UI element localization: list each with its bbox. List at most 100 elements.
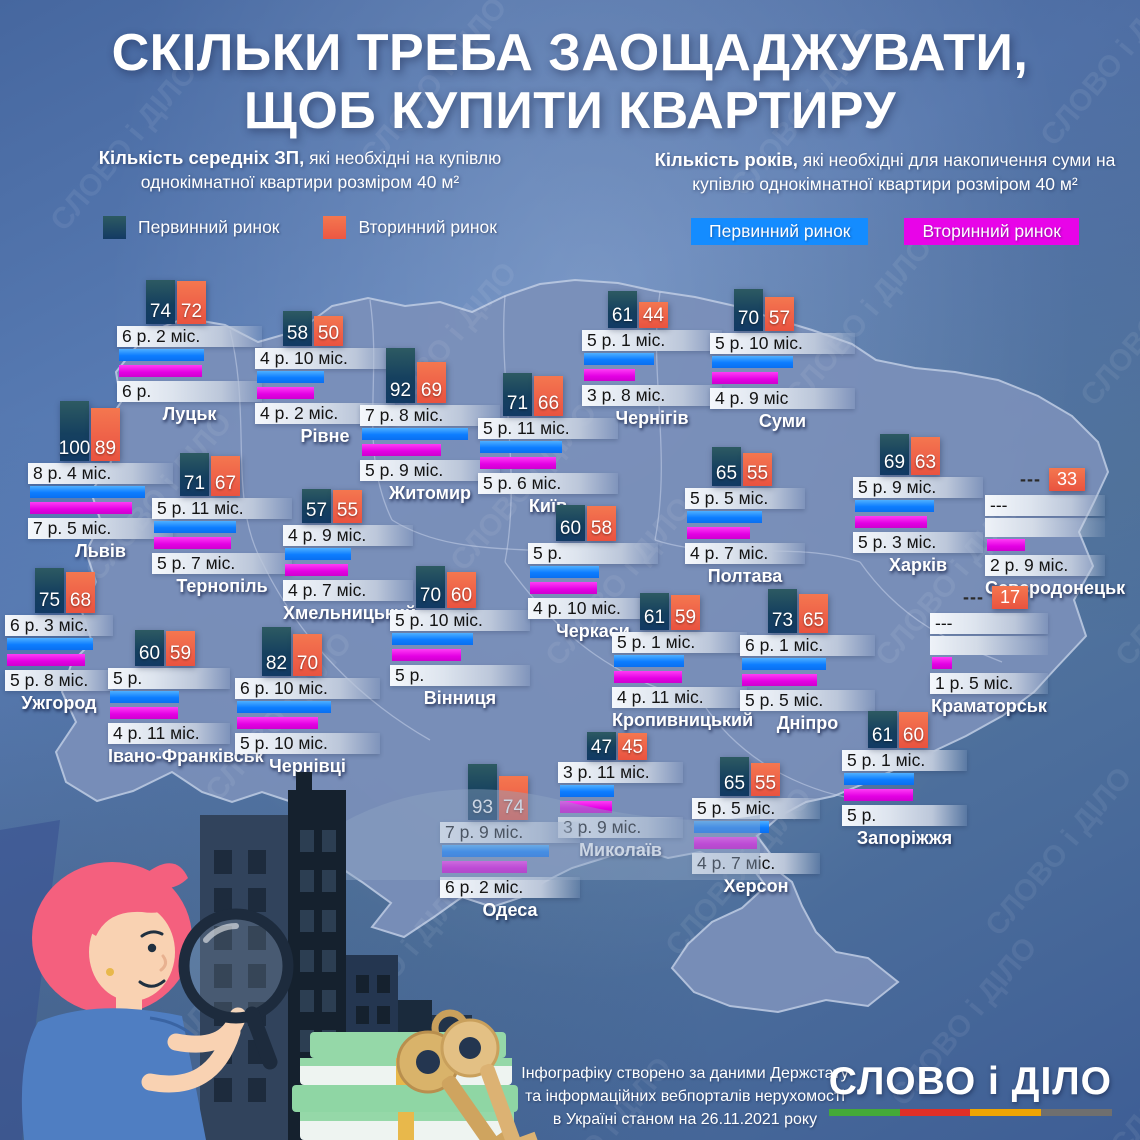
years-bar-primary — [694, 821, 769, 833]
salary-bar-primary: 93 — [468, 764, 497, 820]
years-primary-label: 5 р. 5 міс. — [692, 798, 820, 819]
city-block: 73 65 6 р. 1 міс. 5 р. 5 міс. Дніпро — [740, 589, 875, 734]
logo-text: СЛОВО і ДІЛО — [828, 1060, 1112, 1103]
salary-bar-secondary: 58 — [587, 506, 616, 541]
years-secondary-label: 4 р. 11 міс. — [612, 687, 747, 708]
salary-bar-secondary: 59 — [671, 595, 700, 630]
city-block: 61 59 5 р. 1 міс. 4 р. 11 міс. Кропивницьк… — [612, 593, 753, 731]
city-name: Херсон — [723, 876, 789, 896]
years-bar-primary — [362, 428, 468, 440]
no-data-dashes: --- — [963, 587, 984, 607]
salary-bar-secondary: 70 — [293, 634, 322, 676]
salary-bar-primary: 61 — [868, 711, 897, 748]
salary-bars: 65 55 — [720, 757, 780, 796]
years-primary-label: 6 р. 3 міс. — [5, 615, 113, 636]
city-block: --- 33 --- 2 р. 9 міс. Сєвєродонецьк — [985, 468, 1125, 599]
years-bar-secondary — [257, 387, 314, 399]
years-secondary-label: 7 р. 5 міс. — [28, 518, 173, 539]
years-bar-primary — [442, 845, 549, 857]
years-bar-secondary — [442, 861, 527, 873]
salary-bar-secondary: 63 — [911, 437, 940, 475]
years-bar-primary — [855, 500, 934, 512]
salary-bars: 71 66 — [503, 373, 563, 416]
subtitle-years: Кількість років, які необхідні для накоп… — [654, 149, 1116, 194]
city-block: 58 50 4 р. 10 міс. 4 р. 2 міс. Рівне — [255, 311, 395, 447]
legend-salaries-primary: Первинний ринок — [103, 216, 279, 239]
years-primary-label: 5 р. 1 міс. — [842, 750, 967, 771]
years-secondary-label: 6 р. — [117, 381, 262, 402]
salary-bars: 65 55 — [712, 447, 772, 486]
city-name: Краматорськ — [931, 696, 1047, 716]
page-title: СКІЛЬКИ ТРЕБА ЗАОЩАДЖУВАТИ, ЩОБ КУПИТИ К… — [111, 24, 1029, 141]
salary-bars: 61 44 — [608, 291, 668, 328]
city-block: 47 45 3 р. 11 міс. 3 р. 9 міс. Миколаїв — [558, 732, 683, 861]
salary-bar-secondary: 59 — [166, 631, 195, 666]
legend-label: Первинний ринок — [138, 217, 280, 237]
years-secondary-label: 3 р. 8 міс. — [582, 385, 722, 406]
city-name: Дніпро — [776, 713, 839, 733]
subtitle-salaries: Кількість середніх ЗП, які необхідні на … — [98, 147, 502, 192]
years-primary-label: 5 р. 11 міс. — [152, 498, 292, 519]
years-primary-label: 5 р. 10 міс. — [390, 610, 530, 631]
source-note: Інфографіку створено за даними Держстату… — [521, 1065, 849, 1129]
years-bar-primary — [237, 701, 331, 713]
years-bar-secondary — [237, 717, 318, 729]
city-block: 92 69 7 р. 8 міс. 5 р. 9 міс. Житомир — [360, 348, 500, 504]
years-bar-primary — [7, 638, 93, 650]
salary-bar-primary: 60 — [556, 505, 585, 541]
years-bar-primary — [687, 511, 762, 523]
salary-bar-secondary: 55 — [743, 453, 772, 486]
city-name: Івано-Франківськ — [108, 746, 264, 766]
years-secondary-label: 4 р. 7 міс. — [692, 853, 820, 874]
years-bar-secondary — [687, 527, 750, 539]
salary-bars: 82 70 — [262, 627, 322, 676]
years-secondary-label: 2 р. 9 міс. — [985, 555, 1105, 576]
years-bar-primary — [285, 548, 351, 560]
years-secondary-label: 4 р. 10 міс. — [528, 598, 658, 619]
no-data-dashes: --- — [1020, 469, 1041, 489]
years-bar-primary — [584, 353, 654, 365]
city-block: 82 70 6 р. 10 міс. 5 р. 10 міс. Чернівці — [235, 627, 380, 777]
years-bar-primary — [30, 486, 145, 498]
city-block: 74 72 6 р. 2 міс. 6 р. Луцьк — [117, 280, 262, 425]
secondary-market-swatch — [323, 216, 347, 239]
years-bar-secondary — [30, 502, 132, 514]
salary-bars: 70 57 — [734, 289, 794, 331]
salary-bars: 58 50 — [283, 311, 343, 346]
years-primary-label: 5 р. — [528, 543, 658, 564]
salary-bar-secondary: 57 — [765, 297, 794, 331]
years-bar-secondary — [987, 539, 1025, 551]
salary-bar-primary: 75 — [35, 568, 64, 613]
years-primary-label: 7 р. 9 міс. — [440, 822, 580, 843]
years-secondary-label: 6 р. 2 міс. — [440, 877, 580, 898]
years-bar-secondary — [362, 444, 441, 456]
salary-bar-primary: 92 — [386, 348, 415, 403]
years-bar-primary — [257, 371, 324, 383]
salary-bar-primary: 71 — [503, 373, 532, 416]
legend-salaries-secondary: Вторинний ринок — [323, 216, 497, 239]
city-name: Львів — [75, 541, 126, 561]
salary-bar-secondary: 65 — [799, 594, 828, 633]
years-bar-primary — [110, 691, 179, 703]
crimea-outline — [670, 867, 900, 1014]
years-bar-primary-empty — [930, 636, 1048, 655]
city-block: 61 44 5 р. 1 міс. 3 р. 8 міс. Чернігів — [582, 291, 722, 429]
years-secondary-label: 4 р. 7 міс. — [685, 543, 805, 564]
salary-bars: 57 55 — [302, 489, 362, 523]
years-bar-secondary — [584, 369, 635, 381]
salary-bar-primary: 100 — [59, 401, 90, 461]
years-bar-secondary — [844, 789, 913, 801]
city-block: 71 67 5 р. 11 міс. 5 р. 7 міс. Тернопіль — [152, 453, 292, 597]
city-name: Харків — [888, 555, 948, 575]
salary-bar-primary: 70 — [416, 566, 445, 608]
years-primary-label: 8 р. 4 міс. — [28, 463, 173, 484]
years-primary-label: 6 р. 2 міс. — [117, 326, 262, 347]
legend-label: Вторинний ринок — [358, 217, 497, 237]
years-primary-label: 5 р. 1 міс. — [612, 632, 747, 653]
years-bar-secondary — [694, 837, 757, 849]
city-name: Черкаси — [556, 621, 630, 641]
city-block: --- 17 --- 1 р. 5 міс. Краматорськ — [930, 586, 1048, 717]
years-secondary-label: 4 р. 9 міс — [710, 388, 855, 409]
years-primary-label: 5 р. 9 міс. — [853, 477, 983, 498]
years-bar-secondary — [712, 372, 778, 384]
